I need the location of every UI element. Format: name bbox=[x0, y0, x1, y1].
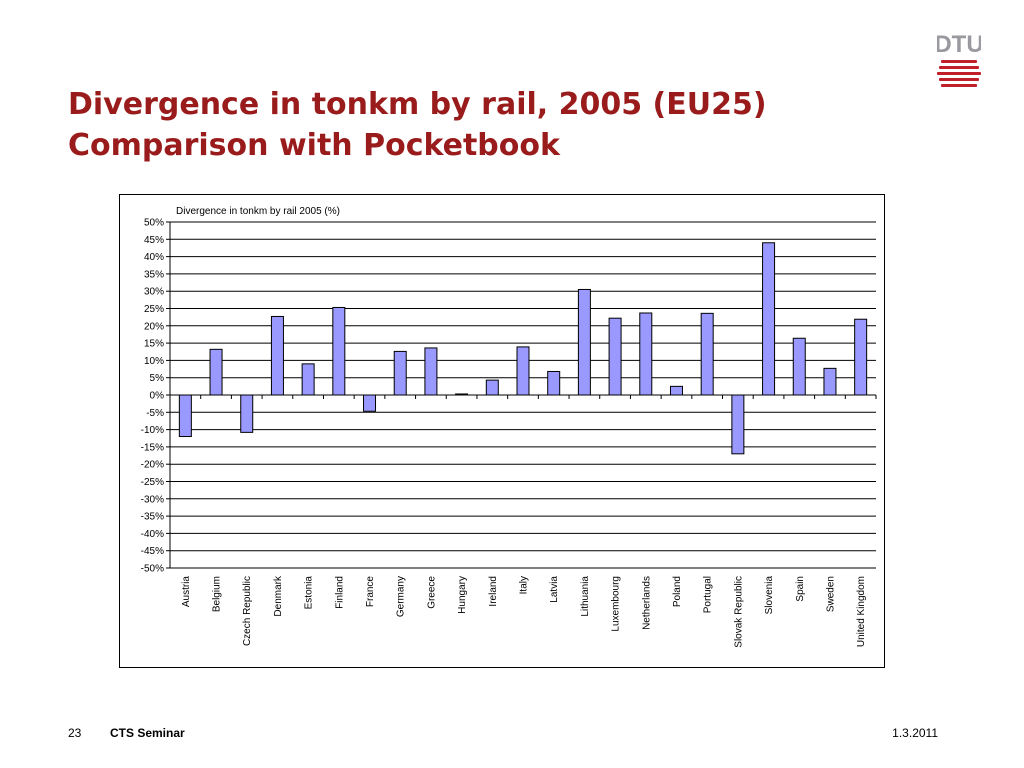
x-tick-label: Slovak Republic bbox=[733, 576, 744, 648]
x-tick-label: Slovenia bbox=[764, 576, 775, 615]
page-number: 23 bbox=[68, 726, 82, 740]
x-tick-label: Netherlands bbox=[641, 576, 652, 630]
y-tick-label: -25% bbox=[141, 477, 164, 488]
y-tick-label: -45% bbox=[141, 546, 164, 557]
bar bbox=[700, 312, 714, 396]
chart-title: Divergence in tonkm by rail 2005 (%) bbox=[176, 206, 340, 217]
x-tick-label: United Kingdom bbox=[856, 576, 867, 647]
y-tick-label: -20% bbox=[141, 460, 164, 471]
x-tick-label: Greece bbox=[426, 576, 437, 609]
y-tick-label: -30% bbox=[141, 494, 164, 505]
y-tick-label: 40% bbox=[144, 252, 164, 263]
y-tick-label: 25% bbox=[144, 304, 164, 315]
dtu-logo: DTU bbox=[937, 31, 981, 87]
y-tick-label: -50% bbox=[141, 564, 164, 575]
bar bbox=[424, 347, 438, 396]
bar bbox=[393, 350, 407, 396]
slide-title: Divergence in tonkm by rail, 2005 (EU25)… bbox=[68, 84, 767, 166]
bar bbox=[332, 306, 346, 396]
labels: 50% 45% 40% 35% 30% 25% 20% 15% 10% 5% 0% -5% -10% -1… bbox=[141, 218, 868, 648]
x-tick-label: Estonia bbox=[304, 576, 315, 610]
x-tick-label: Luxembourg bbox=[611, 576, 622, 632]
x-tick-label: France bbox=[365, 576, 376, 608]
bar bbox=[209, 348, 223, 396]
bar bbox=[731, 394, 745, 455]
divergence-bar-chart: 50% 45% 40% 35% 30% 25% 20% 15% 10% 5% 0% -5% -10% -1… bbox=[141, 206, 877, 648]
y-tick-label: 30% bbox=[144, 287, 164, 298]
footer-date: 1.3.2011 bbox=[892, 726, 938, 740]
bar bbox=[178, 394, 192, 438]
y-tick-label: 5% bbox=[150, 373, 165, 384]
bar bbox=[669, 385, 683, 396]
bar bbox=[301, 363, 315, 396]
x-tick-label: Denmark bbox=[273, 575, 284, 617]
x-tick-label: Germany bbox=[396, 576, 407, 617]
x-tick-label: Italy bbox=[519, 576, 530, 594]
axes bbox=[166, 221, 877, 569]
y-tick-label: 35% bbox=[144, 269, 164, 280]
bar bbox=[485, 379, 499, 396]
x-tick-label: Poland bbox=[672, 576, 683, 607]
y-tick-label: 20% bbox=[144, 321, 164, 332]
bar bbox=[270, 315, 284, 396]
x-tick-label: Sweden bbox=[825, 576, 836, 612]
y-tick-label: -35% bbox=[141, 512, 164, 523]
y-tick-label: -15% bbox=[141, 442, 164, 453]
x-tick-label: Lithuania bbox=[580, 576, 591, 617]
bar bbox=[516, 346, 530, 396]
x-tick-label: Portugal bbox=[703, 576, 714, 613]
y-tick-label: 45% bbox=[144, 235, 164, 246]
bar bbox=[823, 367, 837, 396]
bar bbox=[547, 370, 561, 396]
y-tick-label: 10% bbox=[144, 356, 164, 367]
bar bbox=[639, 312, 653, 396]
y-tick-label: -5% bbox=[146, 408, 164, 419]
bar bbox=[854, 318, 868, 396]
bar bbox=[363, 394, 377, 412]
dtu-logo-text: DTU bbox=[937, 31, 981, 58]
bar bbox=[608, 317, 622, 396]
x-tick-label: Spain bbox=[795, 576, 806, 602]
chart-container: 50% 45% 40% 35% 30% 25% 20% 15% 10% 5% 0% -5% -10% -1… bbox=[119, 194, 885, 668]
bar bbox=[240, 394, 254, 433]
y-tick-label: 0% bbox=[150, 391, 165, 402]
dtu-logo-waves bbox=[937, 60, 981, 87]
bar bbox=[577, 288, 591, 396]
bar bbox=[762, 242, 776, 396]
x-tick-label: Belgium bbox=[212, 576, 223, 612]
x-tick-label: Hungary bbox=[457, 576, 468, 614]
y-tick-label: 15% bbox=[144, 339, 164, 350]
x-tick-label: Latvia bbox=[549, 576, 560, 603]
footer-event: CTS Seminar bbox=[110, 726, 185, 740]
x-tick-label: Austria bbox=[181, 576, 192, 608]
y-tick-label: -10% bbox=[141, 425, 164, 436]
slide-title-line-2: Comparison with Pocketbook bbox=[68, 128, 560, 163]
slide-title-line-1: Divergence in tonkm by rail, 2005 (EU25) bbox=[68, 87, 767, 122]
x-tick-label: Czech Republic bbox=[242, 576, 253, 646]
y-tick-label: 50% bbox=[144, 218, 164, 229]
x-tick-label: Ireland bbox=[488, 576, 499, 607]
y-tick-label: -40% bbox=[141, 529, 164, 540]
bars bbox=[178, 242, 868, 455]
bar bbox=[792, 337, 806, 396]
x-tick-label: Finland bbox=[334, 576, 345, 609]
